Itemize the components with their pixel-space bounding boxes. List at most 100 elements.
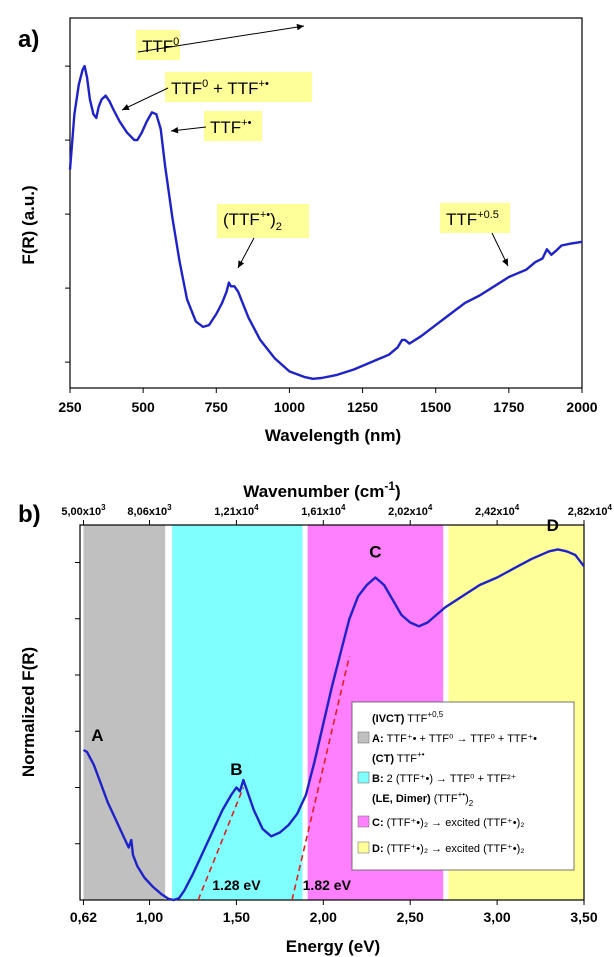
panel-b-x-ticks: 0,62 1,00 1,50 2,00 2,50 3,00 3,50 xyxy=(70,562,598,925)
x-tick-label: 250 xyxy=(58,399,82,415)
annotation-sup: 0 xyxy=(202,78,208,90)
panel-a-spectrum-line xyxy=(68,64,583,380)
x-tick-label: 1000 xyxy=(274,399,305,415)
annotation-arrow-head xyxy=(122,104,130,110)
x-tick-label: 3,00 xyxy=(483,909,510,925)
top-tick-label: 8,06x103 xyxy=(127,503,172,518)
legend-header: (IVCT) TTF+0,5 xyxy=(372,710,444,725)
legend-header-text-2: ) xyxy=(465,793,469,805)
top-tick-exponent: 4 xyxy=(341,503,346,512)
x-tick-label: 2,00 xyxy=(310,909,337,925)
x-tick-label: 1500 xyxy=(420,399,451,415)
peak-label: D xyxy=(547,516,559,535)
top-tick-label: 2,42x104 xyxy=(475,503,520,518)
annotation-arrow-line xyxy=(137,25,305,53)
legend-entry-text: (TTF⁺•)₂ → excited (TTF⁺•)₂ xyxy=(387,817,525,829)
panel-b-frame xyxy=(79,524,585,901)
top-tick-label: 1,61x104 xyxy=(301,503,346,518)
panel-a-x-axis-label: Wavelength (nm) xyxy=(265,426,401,445)
legend-swatch xyxy=(357,731,370,744)
annotation-label: TTF+• xyxy=(210,117,252,137)
band-gap-label: 1.28 eV xyxy=(212,877,261,893)
annotation-box xyxy=(136,30,180,60)
legend-header-bold: (IVCT) xyxy=(372,713,405,725)
panel-b-plot-area xyxy=(79,524,585,902)
top-tick-mantissa: 2,02x10 xyxy=(388,506,428,518)
top-tick-label: 1,21x104 xyxy=(214,503,259,518)
legend-entry: B: 2 (TTF⁺•) → TTF⁰ + TTF²⁺ xyxy=(372,773,517,785)
x-tick-label: 1,50 xyxy=(223,909,250,925)
annotation-arrow-line xyxy=(121,87,169,111)
annotation-box xyxy=(440,203,510,233)
legend-entry-text: 2 (TTF⁺•) → TTF⁰ + TTF²⁺ xyxy=(387,773,517,785)
legend-header-sub: 2 xyxy=(469,799,474,808)
legend-swatch xyxy=(357,771,370,784)
legend-swatch xyxy=(357,841,370,854)
annotation-box xyxy=(204,111,262,141)
annotation-sup: +• xyxy=(260,209,270,221)
top-tick-mantissa: 1,21x10 xyxy=(214,506,254,518)
panel-a-x-ticks: 250 500 750 1000 1250 1500 1750 2000 xyxy=(58,65,598,415)
annotation-label: TTF0 + TTF+• xyxy=(171,78,269,98)
top-tick-label: 2,02x104 xyxy=(388,503,433,518)
top-tick-exponent: 4 xyxy=(515,503,520,512)
legend-header-sup: +• xyxy=(417,750,425,759)
panel-a-label: a) xyxy=(18,26,39,53)
annotation-sup-2: +• xyxy=(259,78,269,90)
legend-header-text: (TTF xyxy=(431,793,458,805)
top-tick-exponent: 4 xyxy=(608,503,613,512)
panel-a-plot-area xyxy=(68,17,583,389)
top-tick-mantissa: 2,82x10 xyxy=(568,506,608,518)
legend-header-bold: (LE, Dimer) xyxy=(372,793,431,805)
legend-header: (LE, Dimer) (TTF+•)2 xyxy=(372,790,474,808)
panel-b-x-axis-label: Energy (eV) xyxy=(286,937,380,956)
peak-label: C xyxy=(369,542,381,561)
annotation-arrow-head xyxy=(296,23,304,31)
top-tick-mantissa: 2,42x10 xyxy=(475,506,515,518)
annotation-text: (TTF xyxy=(223,210,260,229)
annotation-label: (TTF+•)2 xyxy=(223,209,282,233)
top-axis-label-end: ) xyxy=(395,482,401,501)
legend-entry-key: A: xyxy=(372,733,387,745)
annotation-label: TTF+0.5 xyxy=(446,209,499,229)
annotation-box xyxy=(165,72,312,102)
legend-entry: C: (TTF⁺•)₂ → excited (TTF⁺•)₂ xyxy=(372,817,525,829)
panel-b-top-axis-label: Wavenumber (cm-1) xyxy=(243,479,400,501)
panel-a-y-axis-label: F(R) (a.u.) xyxy=(19,185,38,264)
x-tick-label: 2,50 xyxy=(397,909,424,925)
annotation-arrow-head xyxy=(238,260,245,268)
annotation-text: TTF xyxy=(171,79,202,98)
annotation-sup: +• xyxy=(241,117,251,129)
annotation-label: TTF0 xyxy=(142,36,179,56)
panel-b-label: b) xyxy=(18,501,41,528)
panel-b-y-axis-label: Normalized F(R) xyxy=(19,647,38,777)
panel-a: a) 250 500 750 1000 1250 1500 1750 2000 Wavelen… xyxy=(18,17,598,445)
top-tick-label: 2,82x104 xyxy=(568,503,613,518)
absorption-band xyxy=(172,525,303,900)
x-tick-label: 1750 xyxy=(493,399,524,415)
x-tick-label: 0,62 xyxy=(70,909,97,925)
legend-header-sup: +• xyxy=(458,790,466,799)
panel-b-labels: A B C D 1.28 eV 1.82 eV xyxy=(91,516,559,893)
top-tick-mantissa: 8,06x10 xyxy=(127,506,167,518)
legend-entry: D: (TTF⁺•)₂ → excited (TTF⁺•)₂ xyxy=(372,843,525,855)
x-tick-label: 3,50 xyxy=(570,909,597,925)
annotation-arrow-head xyxy=(502,258,508,266)
peak-label: A xyxy=(91,726,103,745)
tauc-fit-line xyxy=(291,656,351,901)
top-axis-label-text: Wavenumber (cm xyxy=(243,482,384,501)
legend-header: (CT) TTF+• xyxy=(372,750,425,765)
top-tick-exponent: 4 xyxy=(254,503,259,512)
legend-header-bold: (CT) xyxy=(372,753,394,765)
panel-b: b) Wavenumber (cm-1) 0,62 1,00 1,50 2,00 2,5… xyxy=(18,479,613,956)
x-tick-label: 1250 xyxy=(347,399,378,415)
peak-label: B xyxy=(230,760,242,779)
top-tick-exponent: 3 xyxy=(101,503,106,512)
annotation-text: TTF xyxy=(142,37,173,56)
legend-entry-text: (TTF⁺•)₂ → excited (TTF⁺•)₂ xyxy=(387,843,525,855)
legend-header-text: TTF xyxy=(394,753,417,765)
top-tick-mantissa: 5,00x10 xyxy=(61,506,101,518)
legend-entry-key: B: xyxy=(372,773,387,785)
annotation-text-2: + TTF xyxy=(208,79,258,98)
